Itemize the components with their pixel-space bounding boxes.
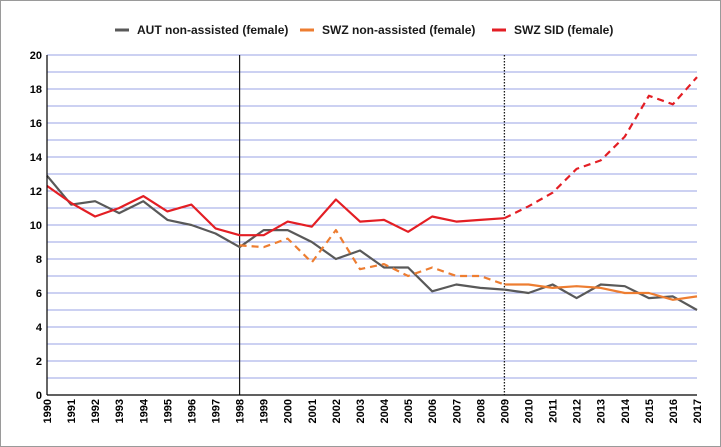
y-tick-label: 20 <box>30 50 42 62</box>
x-tick-label: 1997 <box>211 399 223 423</box>
y-tick-label: 10 <box>30 220 42 232</box>
x-tick-label: 2006 <box>427 399 439 423</box>
x-tick-label: 2009 <box>499 399 511 423</box>
legend-label: SWZ SID (female) <box>514 23 613 37</box>
y-tick-label: 12 <box>30 186 42 198</box>
x-tick-label: 2008 <box>475 399 487 423</box>
x-tick-label: 1992 <box>90 399 102 423</box>
x-tick-label: 2014 <box>620 398 632 423</box>
x-tick-label: 2016 <box>668 399 680 423</box>
series-line <box>239 229 505 286</box>
y-tick-label: 8 <box>36 254 42 266</box>
y-tick-label: 14 <box>30 152 43 164</box>
y-tick-label: 2 <box>36 356 42 368</box>
y-tick-label: 4 <box>36 322 43 334</box>
series-line <box>46 185 505 237</box>
series-line <box>46 174 698 311</box>
x-tick-label: 2011 <box>548 399 560 423</box>
x-tick-label: 1993 <box>114 399 126 423</box>
x-tick-label: 2012 <box>572 399 584 423</box>
legend-label: SWZ non-assisted (female) <box>322 23 475 37</box>
x-tick-label: 2010 <box>523 399 535 423</box>
x-tick-label: 2003 <box>355 399 367 423</box>
x-tick-label: 1994 <box>138 398 150 423</box>
y-tick-label: 18 <box>30 84 42 96</box>
y-tick-label: 0 <box>36 390 42 402</box>
x-tick-label: 2000 <box>283 399 295 423</box>
x-tick-label: 1991 <box>66 399 78 423</box>
x-tick-label: 2013 <box>596 399 608 423</box>
x-tick-label: 1998 <box>235 399 247 423</box>
x-tick-label: 2005 <box>403 399 415 423</box>
series-line <box>503 76 698 220</box>
x-tick-label: 2017 <box>692 399 704 423</box>
x-tick-label: 1990 <box>42 399 54 423</box>
x-tick-label: 2004 <box>379 398 391 423</box>
x-tick-label: 1996 <box>186 399 198 423</box>
legend: AUT non-assisted (female) SWZ non-assiste… <box>115 23 613 37</box>
x-tick-label: 2015 <box>644 399 656 423</box>
x-tick-label: 1995 <box>162 399 174 423</box>
x-tick-label: 2001 <box>307 399 319 423</box>
x-tick-label: 2002 <box>331 399 343 423</box>
legend-label: AUT non-assisted (female) <box>137 23 288 37</box>
x-tick-label: 1999 <box>259 399 271 423</box>
x-tick-label: 2007 <box>451 399 463 423</box>
y-tick-label: 16 <box>30 118 42 130</box>
series-line <box>504 283 698 301</box>
y-tick-label: 6 <box>36 288 42 300</box>
